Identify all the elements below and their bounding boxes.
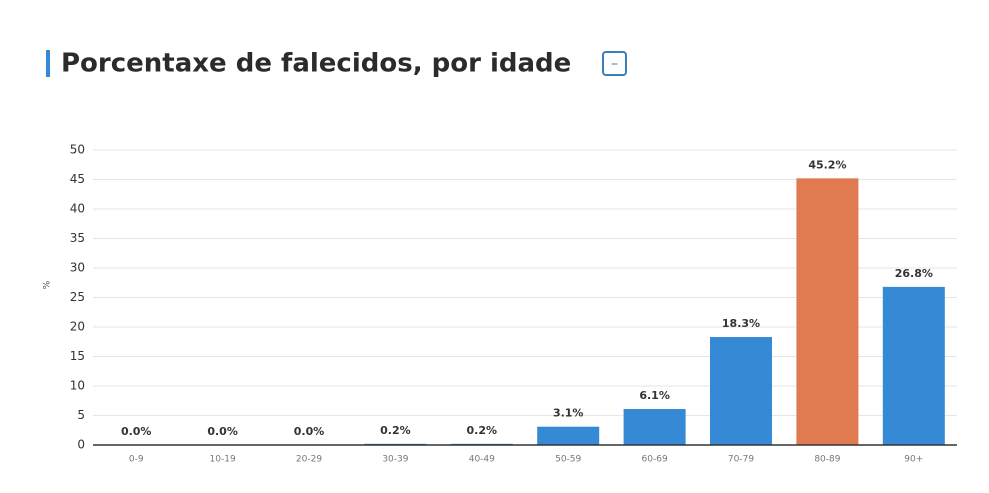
bar (537, 426, 600, 445)
x-tick-label: 70-79 (728, 455, 754, 465)
y-tick-label: 20 (70, 320, 85, 334)
value-label: 45.2% (808, 158, 846, 171)
value-label: 0.0% (121, 425, 152, 438)
y-tick-label: 10 (70, 379, 85, 393)
x-tick-label: 80-89 (814, 455, 840, 465)
y-axis-label: % (43, 280, 53, 289)
x-tick-label: 0-9 (129, 455, 144, 465)
y-tick-label: 0 (77, 438, 85, 452)
x-tick-label: 20-29 (296, 455, 322, 465)
value-label: 0.0% (207, 425, 238, 438)
title-accent (46, 50, 50, 77)
value-label: 0.2% (380, 424, 411, 437)
value-label: 6.1% (639, 389, 670, 402)
y-tick-label: 40 (70, 202, 85, 216)
bar (796, 178, 859, 445)
x-tick-label: 60-69 (642, 455, 668, 465)
bar (623, 409, 686, 445)
toggle-button[interactable]: – (602, 51, 627, 76)
chart-title: Porcentaxe de falecidos, por idade (61, 49, 571, 79)
value-label: 0.0% (294, 425, 325, 438)
x-tick-label: 30-39 (382, 455, 408, 465)
y-tick-label: 15 (70, 349, 85, 363)
y-tick-label: 50 (70, 143, 85, 157)
bar (882, 286, 945, 445)
toggle-label[interactable]: – (611, 56, 618, 72)
x-tick-label: 90+ (904, 455, 923, 465)
value-label: 18.3% (722, 317, 760, 330)
value-label: 0.2% (467, 424, 498, 437)
x-tick-label: 50-59 (555, 455, 581, 465)
toggle-box[interactable] (602, 51, 627, 76)
bar (710, 337, 772, 445)
x-tick-label: 10-19 (210, 455, 236, 465)
y-tick-label: 35 (70, 231, 85, 245)
value-label: 3.1% (553, 407, 584, 420)
y-tick-label: 45 (70, 172, 85, 186)
value-label: 26.8% (895, 267, 933, 280)
y-tick-label: 30 (70, 261, 85, 275)
y-tick-label: 5 (77, 408, 85, 422)
x-tick-label: 40-49 (469, 455, 495, 465)
y-tick-label: 25 (70, 290, 85, 304)
